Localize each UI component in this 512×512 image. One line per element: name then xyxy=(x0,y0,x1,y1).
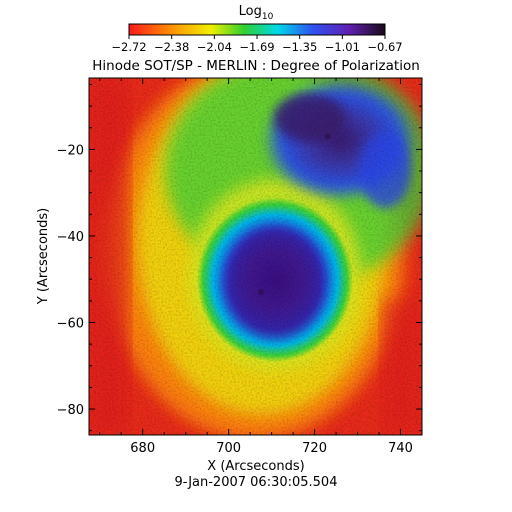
colorbar-tick-label: −1.01 xyxy=(325,40,360,54)
y-tick-label: −20 xyxy=(57,143,84,158)
chart-title: Hinode SOT/SP - MERLIN : Degree of Polar… xyxy=(92,58,420,74)
y-axis-label: Y (Arcseconds) xyxy=(36,208,51,305)
colorbar-tick-label: −0.67 xyxy=(367,40,402,54)
colorbar-tick-label: −2.72 xyxy=(111,40,146,54)
x-tick-label: 740 xyxy=(388,441,413,456)
x-tick-label: 700 xyxy=(216,441,241,456)
colorbar-title: Log10 xyxy=(239,4,274,22)
colorbar-tick-label: −1.35 xyxy=(282,40,317,54)
colorbar-ticks: −2.72 −2.38 −2.04 −1.69 −1.35 −1.01 −0.67 xyxy=(111,35,403,54)
heatmap xyxy=(89,78,422,435)
plot-frame xyxy=(88,77,423,436)
colorbar-tick-label: −1.69 xyxy=(239,40,274,54)
x-tick-label: 720 xyxy=(302,441,327,456)
colorbar-gradient xyxy=(128,23,386,36)
x-tick-label: 680 xyxy=(130,441,155,456)
colorbar-tick-label: −2.04 xyxy=(197,40,232,54)
y-tick-label: −40 xyxy=(57,230,84,245)
x-axis-label: X (Arcseconds) xyxy=(207,459,304,474)
timestamp: 9-Jan-2007 06:30:05.504 xyxy=(175,475,338,490)
feature-point xyxy=(257,289,264,296)
y-tick-label: −80 xyxy=(57,403,84,418)
x-axis-ticks: 680 700 720 740 xyxy=(99,78,423,456)
y-tick-label: −60 xyxy=(57,316,84,331)
colorbar-tick-label: −2.38 xyxy=(154,40,189,54)
feature-marks xyxy=(257,133,331,296)
y-axis-ticks: −20 −40 −60 −80 xyxy=(57,83,422,432)
colorbar: Log10 −2.72 −2.38 −2.04 −1.69 −1.35 −1.01 −0.6… xyxy=(111,4,402,54)
feature-point xyxy=(324,133,331,140)
